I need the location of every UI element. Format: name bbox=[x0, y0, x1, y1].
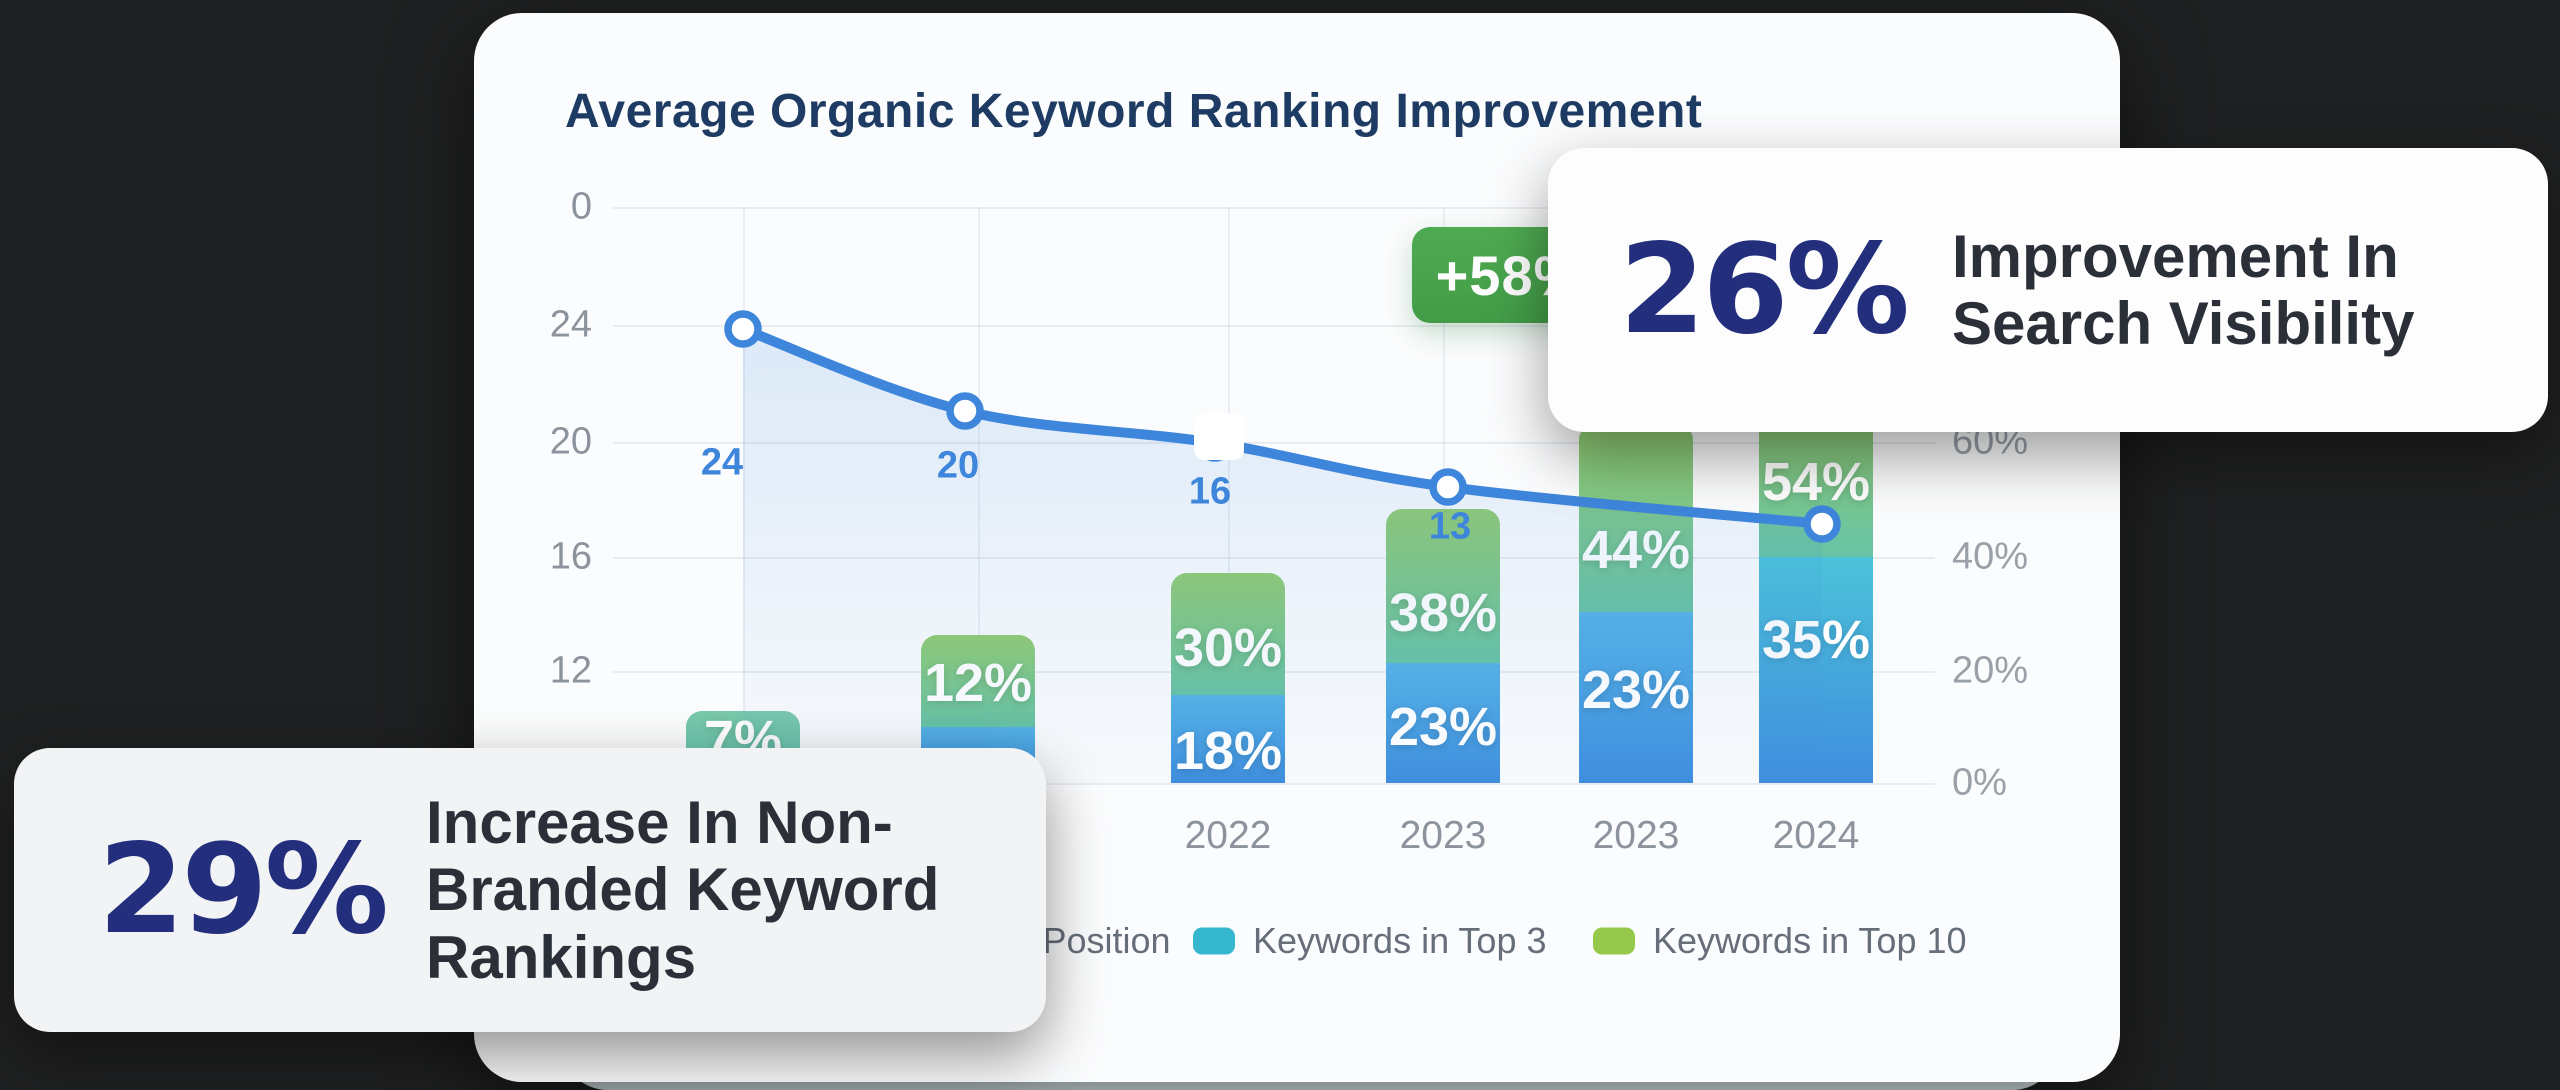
gridline-horizontal bbox=[613, 207, 1935, 209]
callout-label-line: Rankings bbox=[426, 923, 697, 991]
bar-value-label: 35% bbox=[1761, 610, 1871, 670]
callout-value: 29% bbox=[98, 818, 389, 962]
gridline-horizontal bbox=[613, 557, 1935, 559]
line-point-label: 20 bbox=[936, 444, 980, 487]
chart-title: Average Organic Keyword Ranking Improvem… bbox=[565, 85, 1703, 138]
callout-label: Increase In Non- Branded Keyword Ranking… bbox=[426, 789, 939, 991]
y-axis-tick: 0 bbox=[570, 185, 592, 228]
callout-nonbranded-keywords: 29% Increase In Non- Branded Keyword Ran… bbox=[14, 748, 1046, 1032]
y-axis-tick: 20 bbox=[549, 420, 592, 463]
callout-label-line: Increase In Non- bbox=[426, 789, 893, 857]
bar-value-label: 23% bbox=[1581, 660, 1691, 720]
gridline-horizontal bbox=[613, 442, 1935, 444]
bar-value-label: 54% bbox=[1761, 452, 1871, 512]
bar-value-label: 23% bbox=[1388, 697, 1498, 757]
callout-label-line: Search Visibility bbox=[1952, 290, 2415, 357]
line-point-label: 16 bbox=[1188, 470, 1232, 513]
callout-search-visibility: 26% Improvement In Search Visibility bbox=[1548, 148, 2548, 432]
y-axis-tick: 24 bbox=[549, 303, 592, 346]
legend-label: Keywords in Top 10 bbox=[1653, 920, 1967, 961]
gridline-vertical bbox=[743, 207, 745, 783]
callout-label: Improvement In Search Visibility bbox=[1952, 223, 2414, 357]
callout-value: 26% bbox=[1619, 218, 1910, 362]
callout-label-line: Branded Keyword bbox=[426, 856, 940, 924]
bar-top10-segment bbox=[1579, 424, 1693, 612]
line-point-label: 24 bbox=[700, 441, 744, 484]
bar-value-label: 12% bbox=[923, 653, 1033, 713]
callout-label-line: Improvement In bbox=[1952, 222, 2399, 290]
x-axis-label: 2023 bbox=[1592, 814, 1680, 857]
percent-axis-tick: 40% bbox=[1952, 535, 2029, 578]
legend-swatch bbox=[1193, 927, 1235, 955]
legend-swatch bbox=[1593, 927, 1635, 955]
bar-value-label: 18% bbox=[1173, 721, 1283, 781]
percent-axis-tick: 0% bbox=[1952, 761, 2007, 804]
y-axis-tick: 12 bbox=[549, 649, 592, 692]
legend-label: Keywords in Top 3 bbox=[1253, 920, 1547, 961]
line-point-label: 13 bbox=[1428, 505, 1472, 548]
bar-value-label: 44% bbox=[1581, 520, 1691, 580]
x-axis-label: 2023 bbox=[1399, 814, 1487, 857]
y-axis-tick: 16 bbox=[549, 535, 592, 578]
percent-axis-tick: 20% bbox=[1952, 649, 2029, 692]
gridline-horizontal bbox=[613, 783, 1935, 785]
bar-value-label: 38% bbox=[1388, 583, 1498, 643]
bar-value-label: 30% bbox=[1173, 618, 1283, 678]
x-axis-label: 2024 bbox=[1772, 814, 1860, 857]
x-axis-label: 2022 bbox=[1184, 814, 1272, 857]
